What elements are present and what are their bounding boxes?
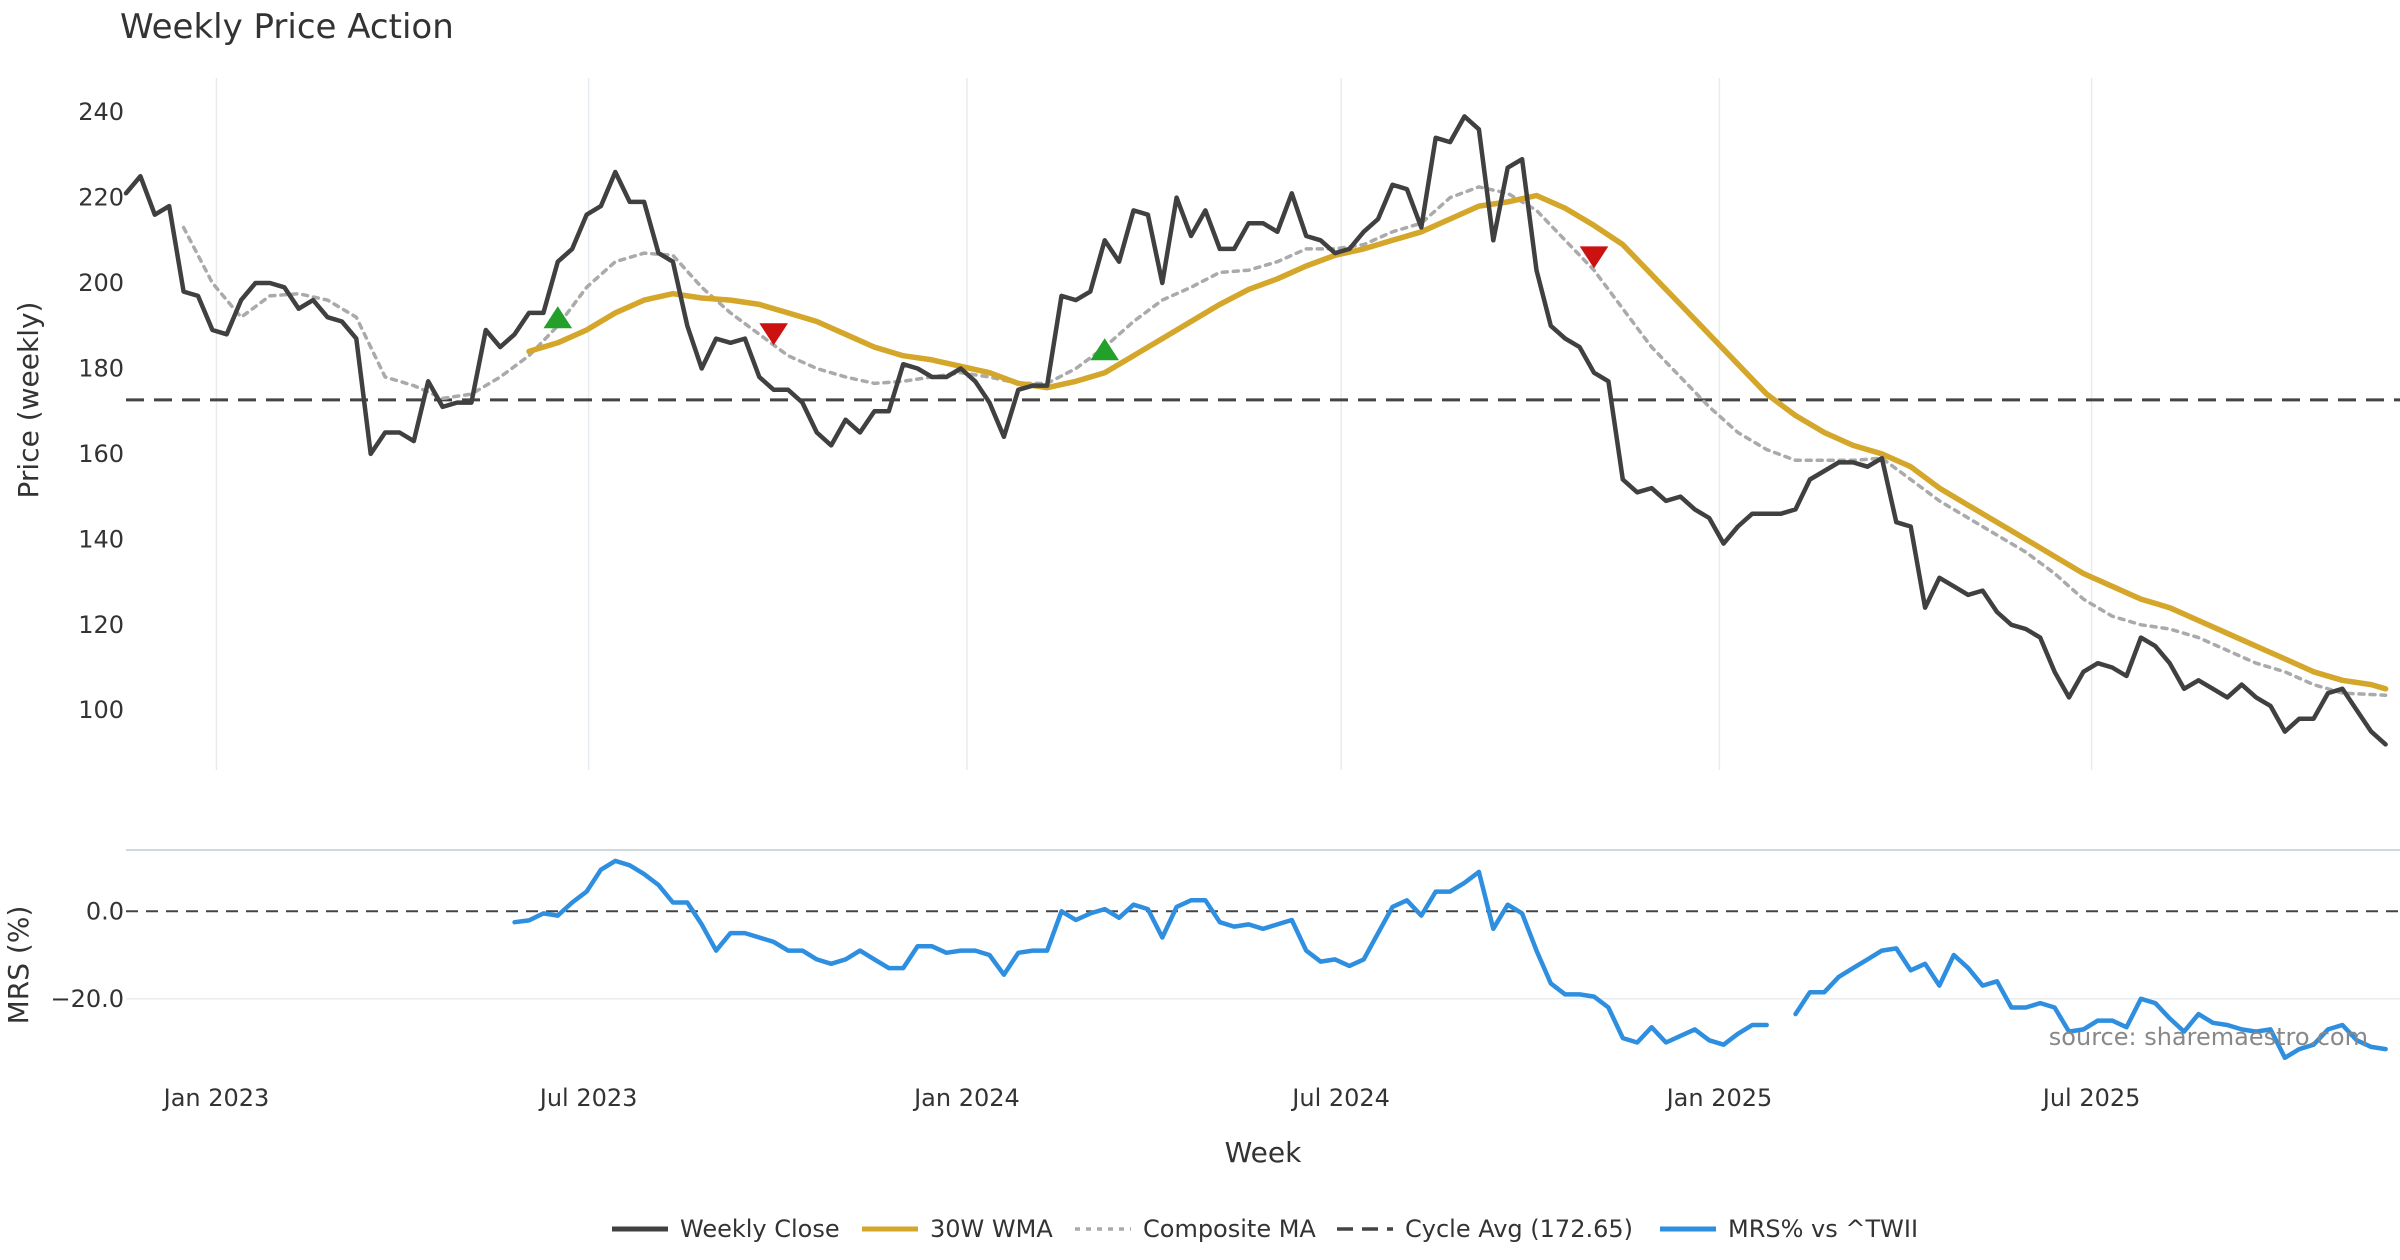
legend-label: Composite MA [1143, 1215, 1316, 1243]
legend-label: Cycle Avg (172.65) [1405, 1215, 1633, 1243]
source-note: source: sharemaestro.com [2049, 1023, 2368, 1051]
x-tick-label: Jul 2024 [1290, 1084, 1390, 1112]
legend-label: Weekly Close [680, 1215, 840, 1243]
mrs-line [1793, 946, 2388, 1061]
price-y-tick-label: 160 [78, 440, 124, 468]
mrs-series [512, 858, 2388, 1061]
x-tick-label: Jan 2023 [162, 1084, 270, 1112]
x-axis-label: Week [1225, 1136, 1302, 1169]
30w-wma-line [526, 192, 2389, 692]
legend-label: MRS% vs ^TWII [1728, 1215, 1918, 1243]
signal-markers [543, 246, 1609, 361]
sell-signal-marker [1579, 246, 1609, 269]
price-y-ticks: 100 120 140 160 180 200 220 240 [78, 98, 124, 724]
x-tick-label: Jul 2025 [2041, 1084, 2141, 1112]
mrs-y-ticks: 0.0 −20.0 [50, 897, 124, 1013]
legend-label: 30W WMA [930, 1215, 1053, 1243]
legend: Weekly Close 30W WMA Composite MA Cycle Avg… [612, 1215, 1918, 1243]
price-gridlines [215, 78, 2093, 770]
chart-title: Weekly Price Action [120, 7, 454, 47]
x-tick-label: Jan 2025 [1665, 1084, 1773, 1112]
price-y-tick-label: 100 [78, 696, 124, 724]
mrs-y-tick-label: −20.0 [50, 985, 124, 1013]
x-tick-label: Jul 2023 [538, 1084, 638, 1112]
price-y-label: Price (weekly) [12, 302, 45, 499]
composite-ma-line [181, 185, 2388, 697]
buy-signal-marker [543, 306, 573, 329]
price-y-tick-label: 120 [78, 611, 124, 639]
price-y-tick-label: 220 [78, 184, 124, 212]
price-series [123, 114, 2389, 747]
x-tick-label: Jan 2024 [912, 1084, 1020, 1112]
sell-signal-marker [759, 323, 788, 346]
price-y-tick-label: 140 [78, 525, 124, 553]
price-y-tick-label: 240 [78, 98, 124, 126]
price-y-tick-label: 200 [78, 269, 124, 297]
x-axis-ticks: Jan 2023 Jul 2023 Jan 2024 Jul 2024 Jan 2025… [162, 1084, 2141, 1112]
mrs-y-tick-label: 0.0 [86, 897, 124, 925]
price-y-tick-label: 180 [78, 354, 124, 382]
mrs-y-label: MRS (%) [2, 906, 35, 1025]
mrs-line [512, 858, 1769, 1047]
buy-signal-marker [1090, 338, 1119, 361]
weekly-close-line [123, 114, 2388, 747]
